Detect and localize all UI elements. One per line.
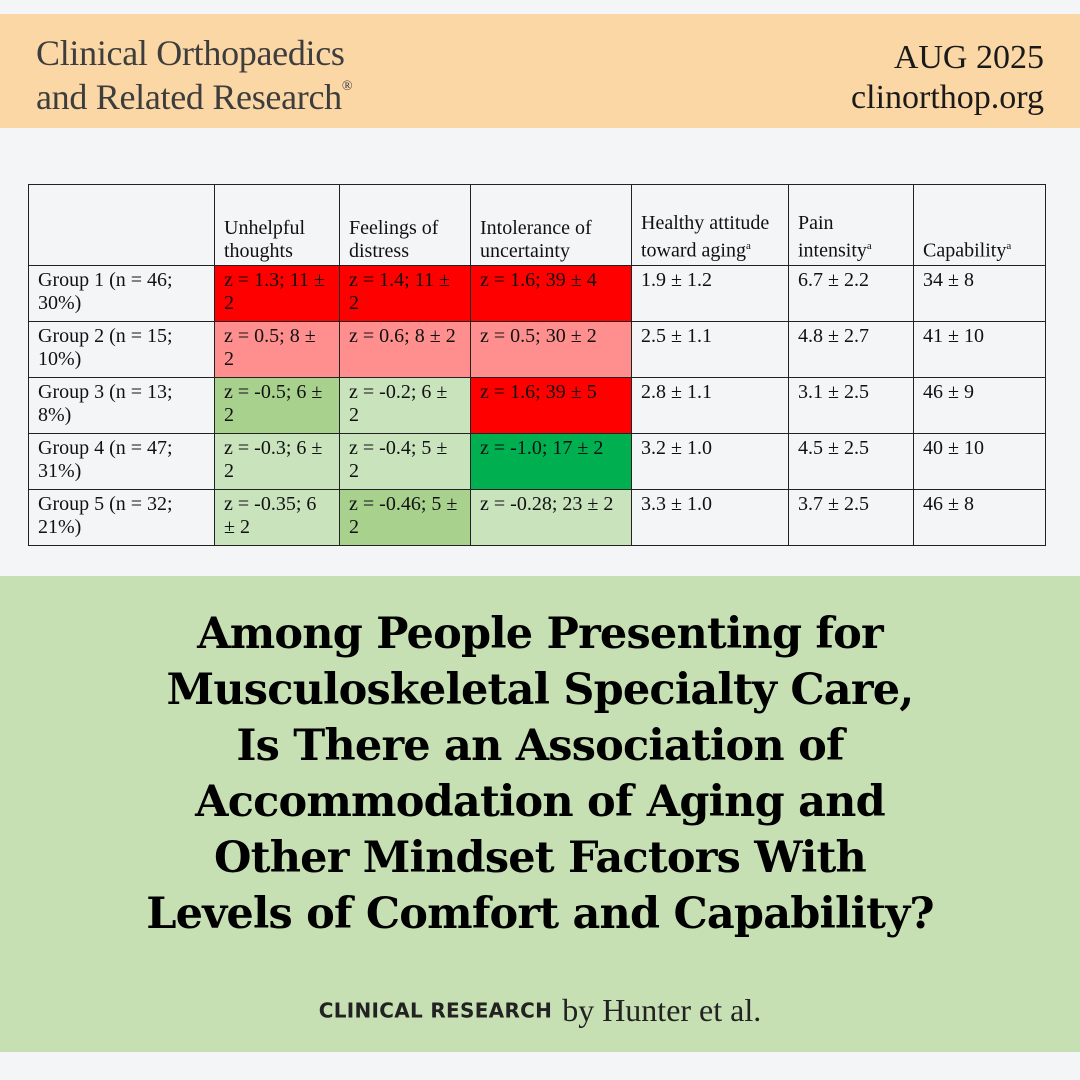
unhelpful-thoughts-cell: z = -0.35; 6 ± 2 xyxy=(214,489,340,546)
unhelpful-thoughts-cell: z = -0.5; 6 ± 2 xyxy=(214,377,340,434)
journal-name-line1: Clinical Orthopaedics xyxy=(36,33,345,73)
column-header-unhelpful-thoughts: Unhelpful thoughts xyxy=(214,184,340,266)
table-row: Group 2 (n = 15; 10%) z = 0.5; 8 ± 2 z =… xyxy=(28,321,1046,378)
journal-header: Clinical Orthopaedics and Related Resear… xyxy=(0,14,1080,128)
article-title: Among People Presenting for Musculoskele… xyxy=(0,606,1080,942)
article-category: CLINICAL RESEARCH xyxy=(318,998,553,1023)
capability-cell: 34 ± 8 xyxy=(913,265,1046,322)
issue-date: AUG 2025 xyxy=(893,39,1044,76)
healthy-attitude-cell: 3.2 ± 1.0 xyxy=(631,433,789,490)
pain-intensity-cell: 3.1 ± 2.5 xyxy=(788,377,914,434)
title-line: Levels of Comfort and Capability? xyxy=(146,889,934,939)
column-header-healthy-attitude-toward-aging: Healthy attitude toward aginga xyxy=(631,184,789,266)
title-line: Is There an Association of xyxy=(236,721,844,771)
healthy-attitude-cell: 2.5 ± 1.1 xyxy=(631,321,789,378)
capability-cell: 46 ± 8 xyxy=(913,489,1046,546)
healthy-attitude-cell: 1.9 ± 1.2 xyxy=(631,265,789,322)
feelings-of-distress-cell: z = -0.46; 5 ± 2 xyxy=(339,489,471,546)
title-line: Among People Presenting for xyxy=(197,609,884,659)
title-line: Musculoskeletal Specialty Care, xyxy=(166,665,915,715)
journal-name-line2: and Related Research® xyxy=(36,73,353,117)
table-row: Group 1 (n = 46; 30%) z = 1.3; 11 ± 2 z … xyxy=(28,265,1046,322)
unhelpful-thoughts-cell: z = 0.5; 8 ± 2 xyxy=(214,321,340,378)
pain-intensity-cell: 4.5 ± 2.5 xyxy=(788,433,914,490)
table-header-row: Unhelpful thoughts Feelings of distress … xyxy=(28,184,1046,266)
intolerance-of-uncertainty-cell: z = 0.5; 30 ± 2 xyxy=(470,321,632,378)
intolerance-of-uncertainty-cell: z = 1.6; 39 ± 4 xyxy=(470,265,632,322)
group-label: Group 1 (n = 46; 30%) xyxy=(28,265,215,322)
feelings-of-distress-cell: z = 1.4; 11 ± 2 xyxy=(339,265,471,322)
issue-info: AUG 2025 clinorthop.org xyxy=(851,38,1044,118)
results-table: Unhelpful thoughts Feelings of distress … xyxy=(28,184,1046,546)
table-row: Group 4 (n = 47; 31%) z = -0.3; 6 ± 2 z … xyxy=(28,433,1046,490)
pain-intensity-cell: 4.8 ± 2.7 xyxy=(788,321,914,378)
column-header-group xyxy=(28,184,215,266)
footnote-marker: a xyxy=(745,240,751,253)
group-label: Group 4 (n = 47; 31%) xyxy=(28,433,215,490)
group-label: Group 3 (n = 13; 8%) xyxy=(28,377,215,434)
column-header-intolerance-of-uncertainty: Intolerance of uncertainty xyxy=(470,184,632,266)
byline: CLINICAL RESEARCH by Hunter et al. xyxy=(0,992,1080,1029)
feelings-of-distress-cell: z = -0.4; 5 ± 2 xyxy=(339,433,471,490)
pain-intensity-cell: 3.7 ± 2.5 xyxy=(788,489,914,546)
intolerance-of-uncertainty-cell: z = 1.6; 39 ± 5 xyxy=(470,377,632,434)
capability-cell: 46 ± 9 xyxy=(913,377,1046,434)
feelings-of-distress-cell: z = 0.6; 8 ± 2 xyxy=(339,321,471,378)
capability-cell: 41 ± 10 xyxy=(913,321,1046,378)
footnote-marker: a xyxy=(866,240,872,253)
intolerance-of-uncertainty-cell: z = -0.28; 23 ± 2 xyxy=(470,489,632,546)
column-header-feelings-of-distress: Feelings of distress xyxy=(339,184,471,266)
article-authors: by Hunter et al. xyxy=(562,992,762,1028)
group-label: Group 2 (n = 15; 10%) xyxy=(28,321,215,378)
capability-cell: 40 ± 10 xyxy=(913,433,1046,490)
intolerance-of-uncertainty-cell: z = -1.0; 17 ± 2 xyxy=(470,433,632,490)
column-header-pain-intensity: Pain intensitya xyxy=(788,184,914,266)
table-row: Group 5 (n = 32; 21%) z = -0.35; 6 ± 2 z… xyxy=(28,489,1046,546)
feelings-of-distress-cell: z = -0.2; 6 ± 2 xyxy=(339,377,471,434)
group-label: Group 5 (n = 32; 21%) xyxy=(28,489,215,546)
healthy-attitude-cell: 2.8 ± 1.1 xyxy=(631,377,789,434)
journal-name-line2-text: and Related Research xyxy=(36,77,342,117)
registered-mark: ® xyxy=(341,79,353,94)
healthy-attitude-cell: 3.3 ± 1.0 xyxy=(631,489,789,546)
journal-website: clinorthop.org xyxy=(851,79,1044,116)
column-header-capability: Capabilitya xyxy=(913,184,1046,266)
unhelpful-thoughts-cell: z = 1.3; 11 ± 2 xyxy=(214,265,340,322)
pain-intensity-cell: 6.7 ± 2.2 xyxy=(788,265,914,322)
unhelpful-thoughts-cell: z = -0.3; 6 ± 2 xyxy=(214,433,340,490)
title-banner: Among People Presenting for Musculoskele… xyxy=(0,576,1080,1052)
journal-logo: Clinical Orthopaedics and Related Resear… xyxy=(36,33,353,117)
results-table-container: Unhelpful thoughts Feelings of distress … xyxy=(28,184,1046,546)
title-line: Other Mindset Factors With xyxy=(213,833,867,883)
title-line: Accommodation of Aging and xyxy=(195,777,886,827)
table-row: Group 3 (n = 13; 8%) z = -0.5; 6 ± 2 z =… xyxy=(28,377,1046,434)
footnote-marker: a xyxy=(1006,240,1012,253)
